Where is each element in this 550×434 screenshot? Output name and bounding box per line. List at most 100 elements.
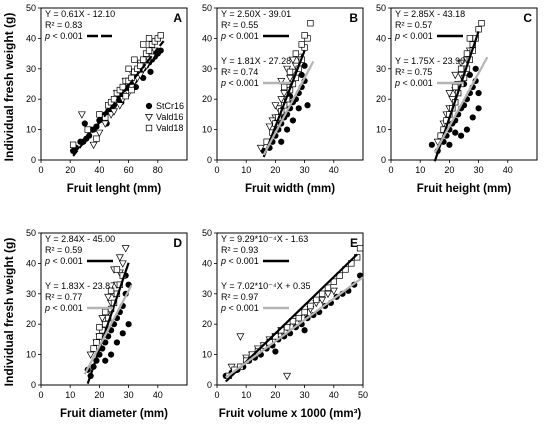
x-tick-label: 30	[300, 390, 310, 400]
data-point	[446, 141, 453, 148]
y-tick-label: 10	[202, 125, 212, 135]
data-point	[469, 114, 476, 121]
x-tick-label: 40	[503, 165, 513, 175]
regression-line	[433, 56, 489, 154]
regression-equation: Y = 0.61X - 12.10	[45, 9, 115, 19]
data-point	[236, 333, 245, 341]
data-point	[318, 296, 327, 305]
data-point	[93, 135, 100, 142]
data-point	[77, 111, 86, 119]
data-point	[157, 47, 164, 54]
data-point	[288, 56, 297, 65]
series-vald18	[69, 32, 164, 148]
data-point	[110, 108, 118, 116]
y-tick-label: 30	[202, 289, 212, 299]
x-tick-label: 10	[241, 165, 251, 175]
data-point	[107, 287, 115, 294]
legend-marker	[145, 124, 153, 132]
panel-c: 0 10 20 30 40 50 0 10 20 30 40 Fruit height (mm) C Y …	[376, 3, 538, 195]
y-tick-label: 50	[26, 228, 36, 238]
x-tick-label: 20	[270, 390, 280, 400]
regression-r2: R² = 0.83	[45, 20, 82, 30]
x-axis-label: Fruit lenght (mm)	[67, 183, 162, 195]
panel-letter: D	[173, 236, 182, 250]
regression-line	[72, 40, 165, 157]
data-point	[96, 111, 103, 118]
data-point	[98, 315, 107, 323]
y-tick-label: 0	[31, 155, 36, 165]
regression-equation: Y = 1.75X - 23.90	[395, 56, 465, 66]
data-point	[101, 120, 110, 128]
y-tick-label: 50	[202, 228, 212, 238]
data-point	[110, 96, 118, 103]
data-point	[281, 83, 288, 91]
regression-p-value: p < 0.001	[44, 303, 83, 313]
data-point	[286, 74, 294, 83]
data-point	[313, 296, 320, 304]
y-axis-label-bottom: Individual fresh weight (g)	[2, 238, 16, 387]
y-tick-label: 20	[376, 94, 386, 104]
panel-e: 0 10 20 30 40 50 0 10 20 30 40 50 Fruit volume x 100…	[202, 228, 368, 420]
data-point	[304, 102, 311, 109]
x-axis-label: Fruit volume x 1000 (mm³)	[219, 408, 362, 420]
data-point	[125, 321, 132, 328]
data-point	[69, 141, 77, 148]
data-point	[329, 287, 338, 296]
x-tick-label: 10	[65, 390, 75, 400]
x-tick-label: 40	[329, 165, 339, 175]
regression-p-value: p < 0.001	[44, 31, 83, 41]
data-point	[102, 357, 109, 364]
data-point	[140, 56, 147, 63]
legend-label: StCr16	[156, 101, 184, 111]
data-point	[115, 254, 124, 262]
data-point	[323, 290, 332, 299]
data-point	[330, 278, 337, 285]
panel-letter: B	[349, 11, 358, 25]
data-point	[463, 50, 471, 57]
data-point	[118, 260, 127, 268]
data-point	[93, 339, 100, 346]
data-point	[451, 71, 460, 80]
x-tick-label: 80	[153, 165, 163, 175]
plot-frame	[40, 232, 188, 386]
series-stcr16	[428, 65, 482, 154]
x-tick-label: 40	[329, 390, 339, 400]
regression-equation: Y = 7.02*10⁻⁴X + 0.35	[221, 281, 311, 291]
data-point	[128, 74, 135, 82]
y-tick-label: 0	[207, 155, 212, 165]
data-point	[125, 65, 132, 72]
data-point	[301, 327, 308, 334]
data-point	[89, 141, 98, 150]
data-point	[271, 102, 280, 110]
x-tick-label: 30	[124, 390, 134, 400]
regression-r2: R² = 0.77	[45, 292, 82, 302]
y-tick-label: 30	[376, 64, 386, 74]
data-point	[81, 120, 88, 127]
regression-r2: R² = 0.55	[221, 20, 258, 30]
data-point	[90, 345, 97, 352]
y-tick-label: 20	[202, 94, 212, 104]
data-point	[463, 126, 471, 133]
data-point	[277, 96, 286, 104]
regression-equation: Y = 1.83X - 23.87	[45, 281, 115, 291]
regression-p-value: p < 0.001	[394, 31, 433, 41]
regression-p-value: p < 0.001	[220, 31, 259, 41]
data-point	[457, 65, 465, 72]
data-point	[140, 41, 147, 48]
x-axis-label: Fruit height (mm)	[417, 183, 512, 195]
data-point	[128, 86, 135, 94]
y-tick-label: 0	[207, 380, 212, 390]
y-tick-label: 40	[26, 33, 36, 43]
data-point	[95, 129, 104, 137]
x-tick-label: 40	[153, 390, 163, 400]
regression-equation: Y = 9.29*10⁻⁴X - 1.63	[221, 234, 308, 244]
data-point	[265, 123, 274, 131]
data-point	[96, 333, 103, 340]
y-tick-label: 50	[376, 3, 386, 13]
data-point	[278, 138, 285, 145]
x-tick-label: 10	[415, 165, 425, 175]
y-tick-label: 10	[376, 125, 386, 135]
x-tick-label: 20	[444, 165, 454, 175]
x-tick-label: 0	[38, 390, 43, 400]
y-tick-label: 20	[202, 319, 212, 329]
